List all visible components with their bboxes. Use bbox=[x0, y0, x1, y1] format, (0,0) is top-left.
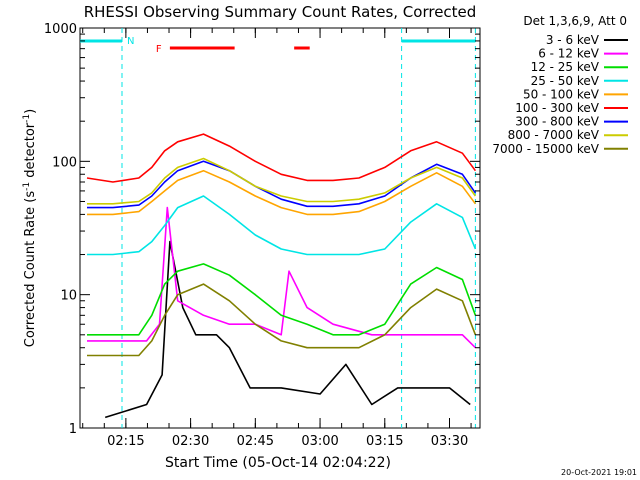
x-tick-label: 03:30 bbox=[431, 434, 468, 449]
y-axis-label-part2: detector bbox=[23, 122, 38, 182]
legend-label-8: 800 - 7000 keV bbox=[508, 128, 600, 142]
x-tick-label: 02:30 bbox=[172, 434, 209, 449]
y-axis-label-sup1: -1 bbox=[22, 182, 32, 191]
series-line-6 bbox=[86, 133, 477, 183]
series-line-3 bbox=[87, 263, 477, 336]
y-axis-label-part1: Corrected Count Rate (s bbox=[23, 191, 38, 348]
x-axis-label: Start Time (05-Oct-14 02:04:22) bbox=[165, 455, 391, 471]
annotation-layer: NF bbox=[80, 28, 476, 428]
legend-label-6: 100 - 300 keV bbox=[515, 101, 599, 115]
y-tick-label: 1000 bbox=[44, 22, 77, 37]
legend-label-5: 50 - 100 keV bbox=[523, 87, 600, 101]
chart-title: RHESSI Observing Summary Count Rates, Co… bbox=[84, 3, 477, 21]
legend-label-7: 300 - 800 keV bbox=[515, 115, 599, 129]
axes-layer: 1 10 100 1000 02:15 02:30 02:45 03:00 03:15 03:30 bbox=[44, 22, 480, 449]
series-line-8 bbox=[87, 157, 477, 205]
y-tick-label: 1 bbox=[69, 422, 77, 437]
legend-label-3: 12 - 25 keV bbox=[531, 60, 600, 74]
legend-title: Det 1,3,6,9, Att 0 bbox=[523, 14, 627, 28]
series-line-1 bbox=[104, 240, 471, 419]
footer-date: 20-Oct-2021 19:01 bbox=[561, 468, 637, 477]
legend-label-2: 6 - 12 keV bbox=[538, 47, 600, 61]
legend-label-9: 7000 - 15000 keV bbox=[492, 142, 599, 156]
x-tick-label: 03:15 bbox=[366, 434, 403, 449]
flare-label: F bbox=[156, 44, 162, 55]
y-axis-label-part3: ) bbox=[23, 109, 38, 114]
series-line-4 bbox=[87, 195, 477, 256]
legend-label-1: 3 - 6 keV bbox=[546, 33, 600, 47]
x-tick-label: 03:00 bbox=[301, 434, 338, 449]
y-tick-label: 10 bbox=[60, 289, 77, 304]
y-axis-label-sup2: -1 bbox=[22, 114, 32, 123]
series-line-9 bbox=[87, 283, 477, 357]
plot-frame bbox=[79, 27, 481, 429]
x-tick-label: 02:45 bbox=[237, 434, 274, 449]
y-tick-label: 100 bbox=[52, 155, 77, 170]
series-layer bbox=[86, 133, 477, 419]
series-line-7 bbox=[87, 160, 477, 209]
series-line-5 bbox=[87, 169, 477, 216]
legend-label-4: 25 - 50 keV bbox=[531, 74, 600, 88]
series-line-2 bbox=[87, 206, 476, 349]
y-axis-label: Corrected Count Rate (s-1 detector-1) bbox=[22, 109, 38, 347]
x-tick-label: 02:15 bbox=[107, 434, 144, 449]
night-label: N bbox=[127, 36, 134, 47]
